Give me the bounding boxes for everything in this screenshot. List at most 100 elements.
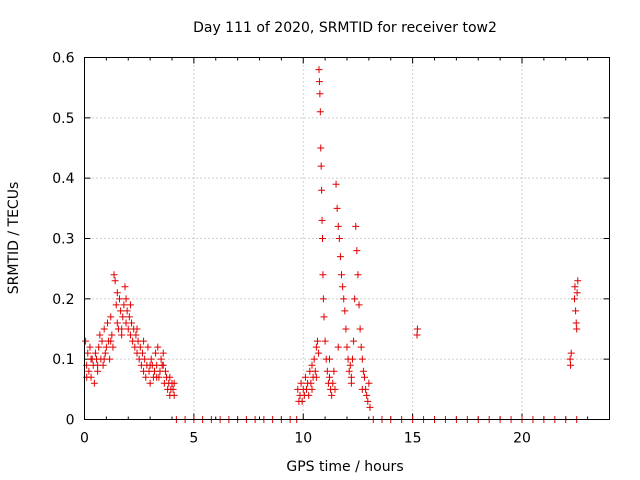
data-point — [108, 331, 116, 339]
data-point — [356, 325, 364, 333]
data-point — [334, 343, 342, 351]
data-point — [313, 337, 321, 345]
data-point — [95, 343, 103, 351]
data-point — [326, 355, 333, 363]
data-point — [159, 361, 167, 369]
data-point — [133, 325, 141, 333]
data-point — [84, 349, 92, 357]
data-point — [347, 379, 355, 387]
data-point — [102, 343, 110, 351]
data-point — [364, 397, 372, 405]
data-point — [353, 247, 361, 255]
data-point — [365, 379, 373, 387]
data-point — [146, 379, 154, 387]
data-point — [336, 253, 344, 261]
x-tick-label: 10 — [294, 431, 312, 447]
data-point — [352, 222, 360, 230]
data-point — [315, 349, 323, 357]
data-point — [571, 295, 578, 303]
data-point — [323, 367, 331, 375]
data-point — [169, 385, 177, 393]
data-point — [316, 108, 324, 116]
data-point — [363, 391, 371, 399]
data-point — [91, 349, 99, 357]
data-point — [146, 361, 154, 369]
data-point — [152, 349, 160, 357]
data-point — [333, 204, 341, 212]
data-point — [334, 222, 342, 230]
data-point — [159, 349, 167, 357]
x-tick-label: 20 — [513, 431, 531, 447]
data-point — [113, 319, 121, 327]
plot-frame — [84, 57, 610, 420]
data-point — [121, 283, 129, 291]
data-point — [117, 307, 125, 315]
data-point — [319, 271, 327, 279]
data-point — [343, 343, 351, 351]
data-point — [321, 337, 329, 345]
data-point — [566, 355, 574, 363]
data-point — [315, 78, 323, 86]
x-tick-label: 0 — [80, 431, 89, 447]
data-point — [320, 313, 328, 321]
data-point — [153, 373, 161, 381]
data-point — [574, 277, 582, 285]
data-point — [330, 367, 338, 375]
data-point — [413, 331, 421, 339]
grid-layer — [84, 57, 610, 420]
data-point — [318, 186, 326, 194]
data-point — [101, 349, 109, 357]
data-point — [318, 216, 326, 224]
data-point — [328, 391, 336, 399]
data-point — [567, 349, 575, 357]
data-point — [166, 373, 174, 381]
data-point — [144, 343, 152, 351]
data-point — [351, 295, 359, 303]
data-point — [82, 337, 90, 345]
data-point — [87, 355, 95, 363]
data-point — [301, 373, 309, 381]
data-point — [359, 367, 367, 375]
data-point — [107, 313, 115, 321]
data-point — [341, 307, 349, 315]
data-point — [571, 283, 579, 291]
data-point — [413, 325, 421, 333]
data-point — [118, 325, 126, 333]
data-point — [342, 325, 350, 333]
data-point — [572, 307, 580, 315]
data-point — [338, 271, 346, 279]
data-point — [315, 66, 323, 74]
data-point — [122, 295, 130, 303]
y-tick-label: 0 — [66, 413, 75, 429]
data-point — [326, 373, 333, 381]
tick-layer: 0 5 10 15 20 0 0.1 0.2 0.3 0.4 0.5 0.6 — [52, 51, 610, 447]
data-point — [100, 355, 108, 363]
data-point — [126, 301, 134, 309]
y-tick-label: 0.1 — [52, 352, 74, 368]
data-point — [347, 373, 355, 381]
data-point — [350, 337, 358, 345]
data-point — [331, 385, 339, 393]
data-point — [136, 343, 144, 351]
data-point — [86, 343, 94, 351]
data-point — [319, 235, 326, 242]
data-point — [120, 301, 128, 309]
data-point — [348, 355, 356, 363]
data-point — [111, 277, 119, 285]
data-point — [119, 313, 127, 321]
data-point — [298, 397, 306, 405]
data-point — [123, 307, 131, 315]
data-point — [116, 295, 123, 303]
data-point — [107, 337, 115, 345]
data-point — [332, 180, 340, 188]
data-point — [366, 403, 374, 411]
data-point — [340, 295, 348, 303]
data-point — [567, 361, 575, 369]
data-point — [94, 361, 102, 369]
data-point — [355, 301, 363, 309]
data-point — [154, 343, 162, 351]
data-point — [161, 367, 169, 375]
data-point — [297, 379, 305, 387]
y-tick-label: 0.6 — [52, 51, 74, 67]
